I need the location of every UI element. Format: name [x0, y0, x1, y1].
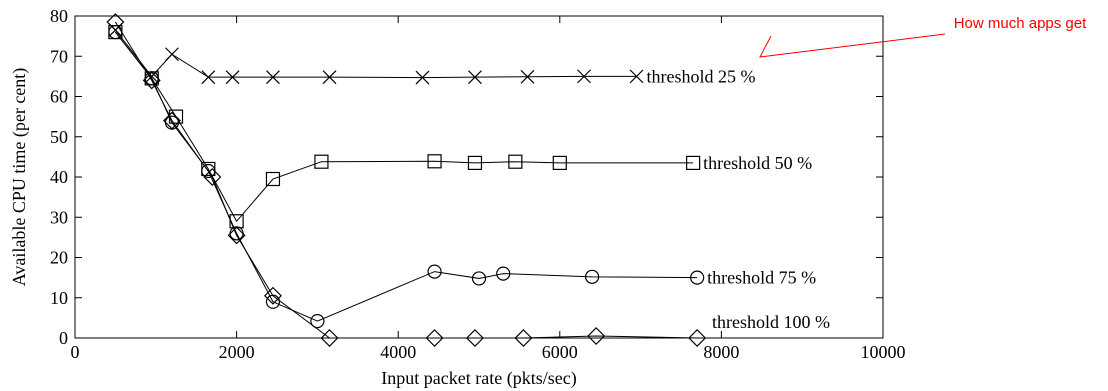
- series-label: threshold 25 %: [647, 66, 756, 86]
- annotation: How much apps get: [759, 15, 1087, 58]
- x-marker: [322, 70, 337, 85]
- x-tick-label: 10000: [861, 342, 906, 362]
- x-tick-label: 6000: [542, 342, 578, 362]
- x-tick-label: 8000: [703, 342, 739, 362]
- x-axis-title: Input packet rate (pkts/sec): [381, 368, 576, 389]
- square-marker: [265, 171, 281, 187]
- diamond-marker: [263, 286, 282, 305]
- y-tick-label: 80: [50, 6, 68, 26]
- series-label: threshold 75 %: [707, 268, 816, 288]
- square-marker: [467, 155, 483, 171]
- diamond-marker: [425, 329, 444, 347]
- diamond-marker: [465, 329, 484, 347]
- annotation-text: How much apps get: [954, 15, 1087, 32]
- series-label: threshold 50 %: [703, 153, 812, 173]
- y-axis-title: Available CPU time (per cent): [9, 68, 30, 287]
- x-marker: [629, 69, 644, 84]
- x-marker-stroke: [225, 70, 240, 85]
- x-tick-label: 2000: [219, 342, 255, 362]
- series-x: [108, 23, 644, 85]
- x-marker: [468, 70, 482, 85]
- series-layer: [106, 13, 707, 347]
- diamond-marker: [688, 329, 707, 347]
- x-marker: [520, 69, 535, 84]
- x-marker-stroke: [629, 69, 644, 84]
- x-marker-stroke: [468, 70, 482, 85]
- y-tick-label: 50: [50, 127, 68, 147]
- diamond-marker: [142, 71, 161, 90]
- series-line: [115, 31, 694, 223]
- y-tick-label: 20: [50, 248, 68, 268]
- square-marker: [686, 155, 701, 171]
- diamond-marker: [203, 168, 222, 186]
- x-marker: [415, 70, 430, 85]
- x-marker: [165, 47, 179, 62]
- series-square: [108, 25, 701, 229]
- y-tick-label: 10: [50, 288, 68, 308]
- square-marker: [314, 154, 329, 169]
- axis-ticks: 0 2000 4000 6000 8000 10000 0 10 20 30 40 50 60 70 80: [50, 6, 906, 362]
- square-marker: [427, 154, 442, 169]
- x-marker-stroke: [201, 70, 216, 85]
- x-tick-label: 4000: [380, 342, 416, 362]
- diamond-marker: [320, 329, 339, 347]
- diamond-marker: [227, 226, 246, 245]
- x-marker-stroke: [577, 69, 591, 84]
- y-tick-label: 40: [50, 167, 68, 187]
- y-tick-label: 60: [50, 87, 68, 107]
- x-marker-stroke: [520, 69, 535, 84]
- x-marker: [201, 70, 216, 85]
- series-line: [115, 31, 698, 322]
- diamond-marker: [162, 111, 181, 130]
- square-marker: [508, 154, 523, 169]
- square-marker: [552, 155, 567, 171]
- y-tick-label: 0: [59, 328, 68, 348]
- series-diamond: [106, 13, 707, 347]
- x-marker-stroke: [322, 70, 337, 85]
- x-marker: [577, 69, 591, 84]
- diamond-marker: [514, 329, 533, 347]
- x-marker-stroke: [266, 70, 280, 85]
- diamond-marker: [587, 327, 606, 345]
- annotation-arrow: [759, 33, 946, 58]
- series-labels: threshold 25 % threshold 50 % threshold 75…: [647, 66, 830, 332]
- series-line: [114, 21, 698, 339]
- y-tick-label: 70: [50, 46, 68, 66]
- x-tick-label: 0: [71, 342, 80, 362]
- circle-marker: [471, 271, 487, 286]
- x-marker: [266, 70, 280, 85]
- circle-marker: [690, 270, 705, 285]
- series-line: [115, 29, 637, 79]
- plot-frame: [74, 15, 884, 339]
- circle-marker: [427, 264, 442, 279]
- y-tick-label: 30: [50, 207, 68, 227]
- series-label: threshold 100 %: [712, 312, 830, 332]
- diamond-marker: [106, 13, 125, 32]
- x-marker-stroke: [165, 47, 179, 62]
- x-marker-stroke: [415, 70, 430, 85]
- x-marker: [225, 70, 240, 85]
- circle-marker: [496, 266, 511, 281]
- circle-marker: [585, 269, 600, 284]
- circle-marker: [310, 313, 325, 329]
